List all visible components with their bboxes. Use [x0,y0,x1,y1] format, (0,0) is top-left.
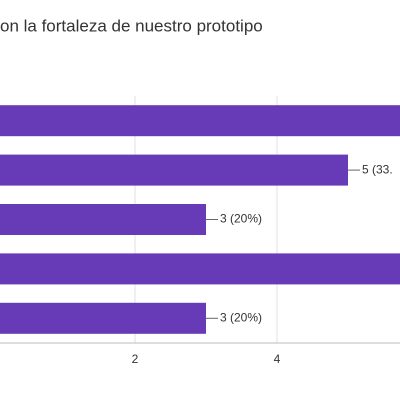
value-label: 3 (20%) [220,212,262,226]
bar [0,302,206,334]
x-tick-label: 2 [132,352,139,366]
value-label: 3 (20%) [220,310,262,324]
x-tick-label: 4 [274,352,281,366]
chart-title: on la fortaleza de nuestro prototipo [0,16,263,35]
bar [0,105,400,137]
bar [0,154,348,186]
bar [0,253,400,285]
bar [0,204,206,235]
value-label: 5 (33. [362,162,393,176]
